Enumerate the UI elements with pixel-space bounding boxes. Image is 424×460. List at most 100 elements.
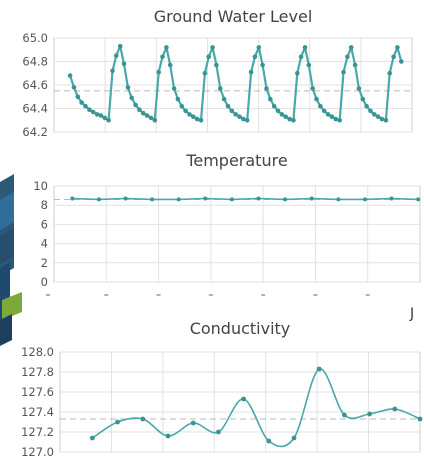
data-point [316,366,322,372]
data-point [283,197,288,202]
data-point [360,96,366,102]
data-point [148,115,154,121]
data-point [183,108,188,114]
y-tick-label: 0 [41,275,48,289]
y-tick-label: 65.0 [22,31,48,45]
data-point [98,113,104,118]
data-point [164,45,169,50]
data-point [114,53,119,58]
data-point [137,107,142,112]
data-point [252,54,258,60]
data-point [333,116,339,122]
data-point [110,68,115,74]
data-point [279,112,285,117]
data-point [256,45,262,50]
data-point [102,115,108,121]
data-point [364,103,369,109]
data-point [225,103,231,109]
data-point [399,59,404,64]
data-point [395,45,400,50]
data-point [256,196,261,201]
data-point [325,112,331,117]
y-tick-label: 127.8 [21,365,54,379]
data-point [416,197,421,202]
data-point [133,102,138,108]
data-point [268,96,273,102]
data-point [156,69,161,75]
data-point [83,103,88,109]
data-point [417,416,423,422]
data-point [67,73,73,78]
data-point [341,69,346,75]
y-tick-label: 127.2 [21,425,54,439]
data-point [372,112,377,117]
data-point [342,412,347,418]
data-point [352,62,358,68]
data-point [241,116,246,122]
y-tick-label: 6 [41,217,48,231]
y-tick-label: 64.2 [22,125,48,139]
data-point [206,54,211,60]
data-point [194,116,200,122]
y-tick-label: 10 [33,179,48,193]
series-line [91,368,421,448]
background-block-graphic [0,174,22,346]
data-point [336,197,341,202]
chart-title: Ground Water Level [154,7,313,26]
data-point [216,429,221,435]
data-point [302,45,308,50]
edge-glyph: J [409,306,414,322]
data-point [356,86,362,91]
data-point [392,406,398,412]
data-point [348,45,354,50]
y-tick-label: 64.8 [22,55,48,69]
series-line [71,197,419,201]
data-point [391,54,396,60]
data-point [187,112,192,117]
data-point [123,196,128,201]
y-tick-label: 8 [41,198,48,212]
data-point [248,69,254,75]
data-point [314,96,319,102]
data-point [321,108,327,114]
data-point [283,114,289,119]
data-point [117,43,123,49]
data-point [71,85,77,90]
data-point [329,114,335,119]
y-tick-label: 64.6 [22,78,48,92]
data-point [218,86,223,91]
data-point [306,62,312,68]
data-point [367,411,372,417]
chart-1: Temperature 10 8 6 4 2 0 [33,151,421,296]
data-point [125,85,131,90]
data-point [214,62,219,68]
data-point [264,86,269,91]
data-point [198,118,204,123]
chart-0: Ground Water Level 65.0 64.8 64.6 64.4 64.2 [22,7,413,139]
data-point [318,103,323,109]
data-point [271,103,277,109]
data-point [167,62,173,68]
data-point [150,197,155,202]
data-point [337,118,343,123]
data-point [389,196,394,201]
data-point [368,108,373,114]
data-point [275,108,281,114]
y-tick-label: 4 [41,237,48,251]
data-point [229,197,234,202]
y-tick-label: 64.4 [22,102,48,116]
data-point [237,114,242,119]
y-tick-label: 128.0 [21,345,54,359]
data-point [115,419,120,425]
y-tick-label: 127.0 [21,445,54,459]
y-tick-label: 127.6 [21,385,54,399]
data-point [191,114,196,119]
data-point [345,54,350,60]
chart-title: Temperature [185,151,287,170]
data-point [160,54,165,60]
data-point [79,100,84,105]
data-point [291,118,296,123]
data-point [129,95,134,101]
data-point [176,197,181,202]
